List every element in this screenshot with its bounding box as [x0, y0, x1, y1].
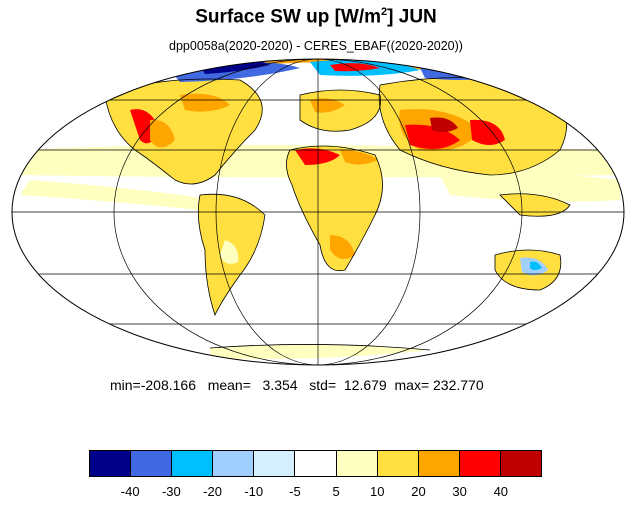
colorbar-label: -40: [120, 484, 140, 499]
colorbar-label: 5: [332, 484, 340, 499]
stat-mean: mean= 3.354: [207, 377, 298, 393]
colorbar: [89, 450, 542, 477]
colorbar-swatch: [131, 451, 173, 476]
stat-min: min=-208.166: [110, 377, 197, 393]
stat-std: std= 12.679: [309, 377, 387, 393]
colorbar-swatch: [213, 451, 255, 476]
globe-outline: [11, 58, 625, 366]
colorbar-label: -10: [244, 484, 264, 499]
colorbar-label: -20: [203, 484, 222, 499]
colorbar-label: -30: [161, 484, 181, 499]
colorbar-label: 30: [452, 484, 467, 499]
colorbar-swatch: [377, 451, 419, 476]
colorbar-swatch: [459, 451, 501, 476]
colorbar-label: -5: [289, 484, 301, 499]
colorbar-label: 40: [493, 484, 509, 499]
colorbar-label: 20: [411, 484, 426, 499]
colorbar-swatch: [500, 451, 542, 476]
stat-max: max= 232.770: [394, 377, 484, 393]
map-title: Surface SW up [W/m2] JUN: [195, 6, 437, 28]
statistics-line: min=-208.166 mean= 3.354 std= 12.679 max…: [110, 377, 484, 393]
colorbar-swatch: [295, 451, 337, 476]
colorbar-swatch: [336, 451, 378, 476]
colorbar-swatch: [172, 451, 214, 476]
map-subtitle: dpp0058a(2020-2020) - CERES_EBAF((2020-2…: [169, 39, 463, 53]
colorbar-swatch: [418, 451, 460, 476]
colorbar-swatch: [90, 451, 132, 476]
colorbar-swatch: [254, 451, 296, 476]
colorbar-label: 10: [370, 484, 385, 499]
